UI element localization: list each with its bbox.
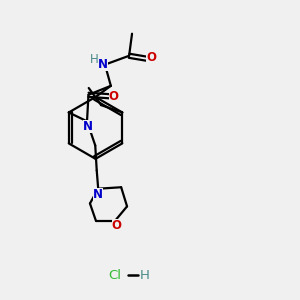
- Text: N: N: [98, 58, 108, 71]
- Text: O: O: [112, 219, 122, 232]
- Text: O: O: [146, 51, 156, 64]
- Text: N: N: [83, 120, 93, 133]
- Text: H: H: [140, 268, 150, 282]
- Text: O: O: [109, 90, 119, 103]
- Text: N: N: [93, 188, 103, 200]
- Text: H: H: [89, 53, 98, 66]
- Text: Cl: Cl: [108, 268, 121, 282]
